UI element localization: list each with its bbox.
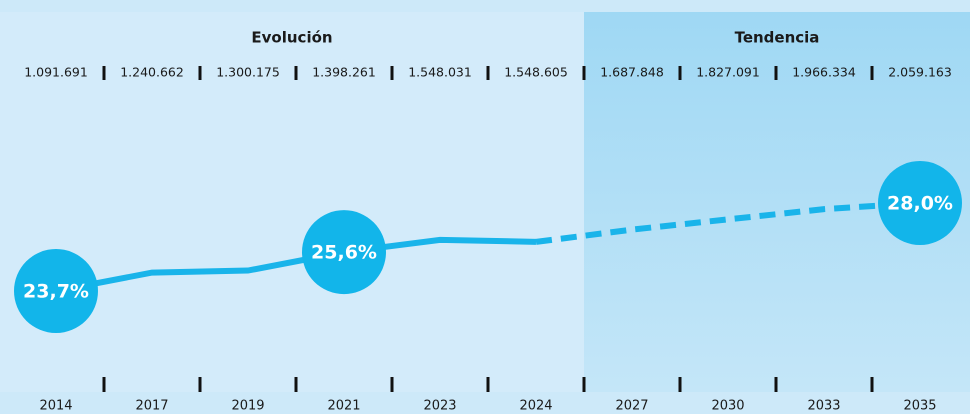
total-label: 1.548.031	[408, 65, 472, 80]
x-tick-label: 2019	[231, 399, 264, 414]
total-label: 1.548.605	[504, 65, 568, 80]
total-label: 1.966.334	[792, 65, 856, 80]
total-label: 1.827.091	[696, 65, 760, 80]
x-tick-label: 2033	[807, 399, 840, 414]
value-bubble	[14, 249, 98, 333]
total-label: 1.687.848	[600, 65, 664, 80]
total-label: 1.091.691	[24, 65, 88, 80]
total-label: 1.398.261	[312, 65, 376, 80]
x-tick-label: 2024	[519, 399, 552, 414]
value-bubble	[302, 210, 386, 295]
x-tick-label: 2017	[135, 399, 168, 414]
x-tick-label: 2027	[615, 399, 648, 414]
total-label: 1.240.662	[120, 65, 184, 80]
x-tick-label: 2030	[711, 399, 744, 414]
value-bubble	[878, 161, 962, 245]
total-label: 2.059.163	[888, 65, 952, 80]
section-title: Evolución	[251, 29, 332, 47]
data-line	[55, 236, 537, 294]
value-label: 25,6%	[311, 242, 377, 264]
x-tick-label: 2021	[327, 399, 360, 414]
value-label: 23,7%	[23, 281, 89, 303]
section-title: Tendencia	[735, 29, 820, 47]
total-label: 1.300.175	[216, 65, 280, 80]
x-tick-label: 2023	[423, 399, 456, 414]
value-label: 28,0%	[887, 193, 953, 215]
data-line	[535, 200, 921, 245]
x-tick-label: 2014	[39, 399, 72, 414]
x-tick-label: 2035	[903, 399, 936, 414]
